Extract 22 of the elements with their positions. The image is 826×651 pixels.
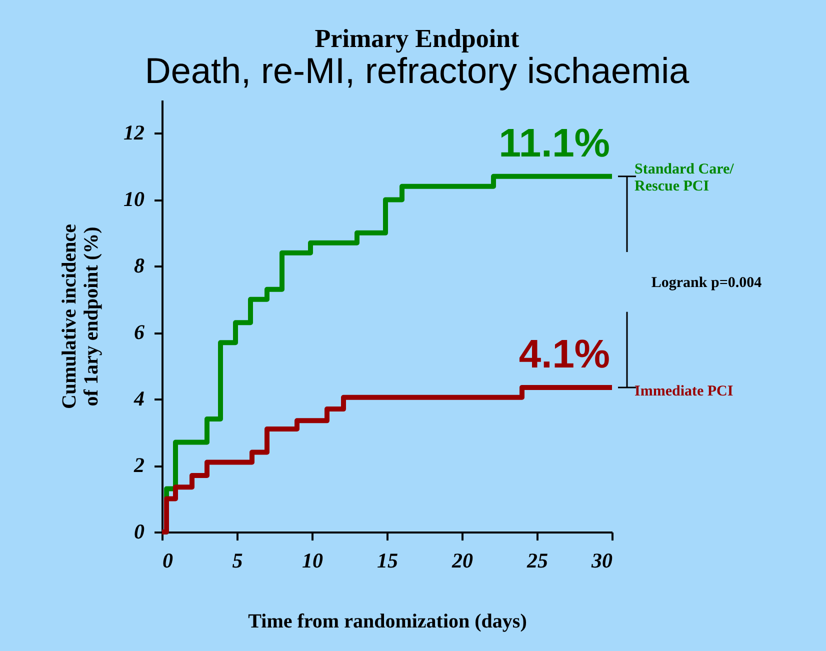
x-tick-label: 0 bbox=[162, 548, 174, 572]
annotation: 4.1% bbox=[518, 332, 610, 376]
x-axis-title: Time from randomization (days) bbox=[248, 610, 527, 632]
y-tick-label: 6 bbox=[134, 320, 145, 344]
series-label: Immediate PCI bbox=[634, 383, 734, 400]
y-tick-label: 0 bbox=[134, 520, 145, 544]
y-tick-label: 8 bbox=[134, 254, 145, 278]
annotation: 11.1% bbox=[498, 121, 610, 166]
series-label: Standard Care/ Rescue PCI bbox=[634, 161, 735, 194]
x-tick-label: 15 bbox=[377, 548, 398, 572]
x-tick-label: 20 bbox=[451, 548, 474, 572]
x-tick-label: 30 bbox=[590, 548, 613, 572]
y-tick-label: 2 bbox=[133, 453, 145, 478]
y-tick-label: 12 bbox=[124, 120, 145, 145]
y-axis-title: Cumulative incidence of 1ary endpoint (%) bbox=[58, 224, 102, 409]
x-tick-label: 5 bbox=[232, 548, 243, 572]
y-tick-label: 4 bbox=[133, 386, 144, 411]
chart-title: Primary Endpoint bbox=[314, 24, 520, 53]
x-tick-label: 10 bbox=[302, 548, 324, 572]
text: Logrank p=0.004 bbox=[651, 274, 762, 291]
x-tick-label: 25 bbox=[526, 548, 548, 572]
y-tick-label: 10 bbox=[124, 187, 145, 212]
